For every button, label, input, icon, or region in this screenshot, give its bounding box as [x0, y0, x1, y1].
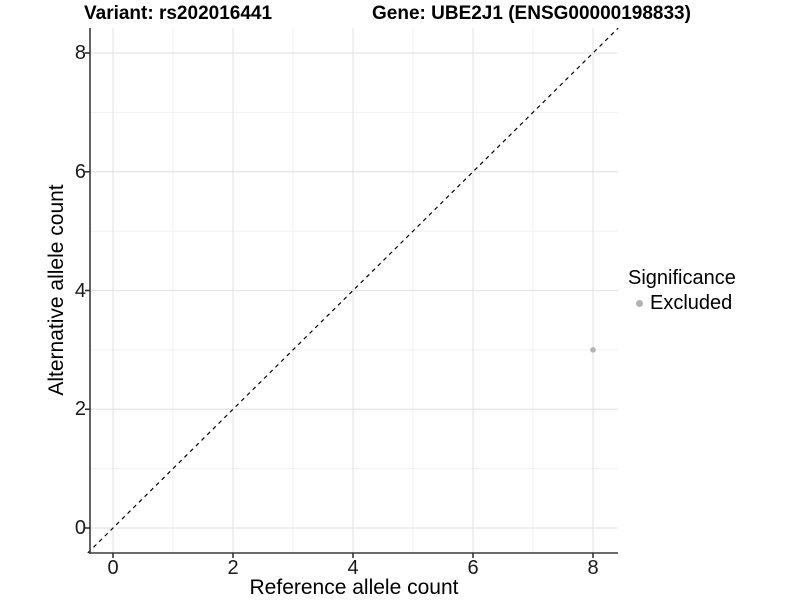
- legend-item-label: Excluded: [650, 292, 733, 314]
- y-tick-label: 8: [74, 42, 86, 64]
- legend-title: Significance: [628, 267, 736, 289]
- y-tick-label: 4: [74, 279, 86, 302]
- data-point: [590, 347, 596, 353]
- excluded-point-icon: [636, 299, 643, 307]
- x-tick-label: 6: [467, 557, 479, 579]
- legend-item-excluded: Excluded: [628, 291, 736, 315]
- y-axis-title-text: Alternative allele count: [45, 184, 68, 396]
- x-tick-label: 8: [587, 557, 599, 579]
- x-tick-label: 2: [227, 557, 239, 579]
- x-axis-title: Reference allele count: [249, 576, 459, 599]
- gene-title: Gene: UBE2J1 (ENSG00000198833): [372, 3, 691, 24]
- x-tick-label: 4: [347, 557, 359, 579]
- x-tick-label: 0: [107, 557, 119, 579]
- y-tick-label: 6: [74, 160, 86, 183]
- variant-title: Variant: rs202016441: [84, 3, 273, 24]
- y-tick-label: 2: [74, 398, 86, 421]
- y-tick-label: 0: [74, 517, 86, 539]
- legend: Significance Excluded: [628, 266, 736, 315]
